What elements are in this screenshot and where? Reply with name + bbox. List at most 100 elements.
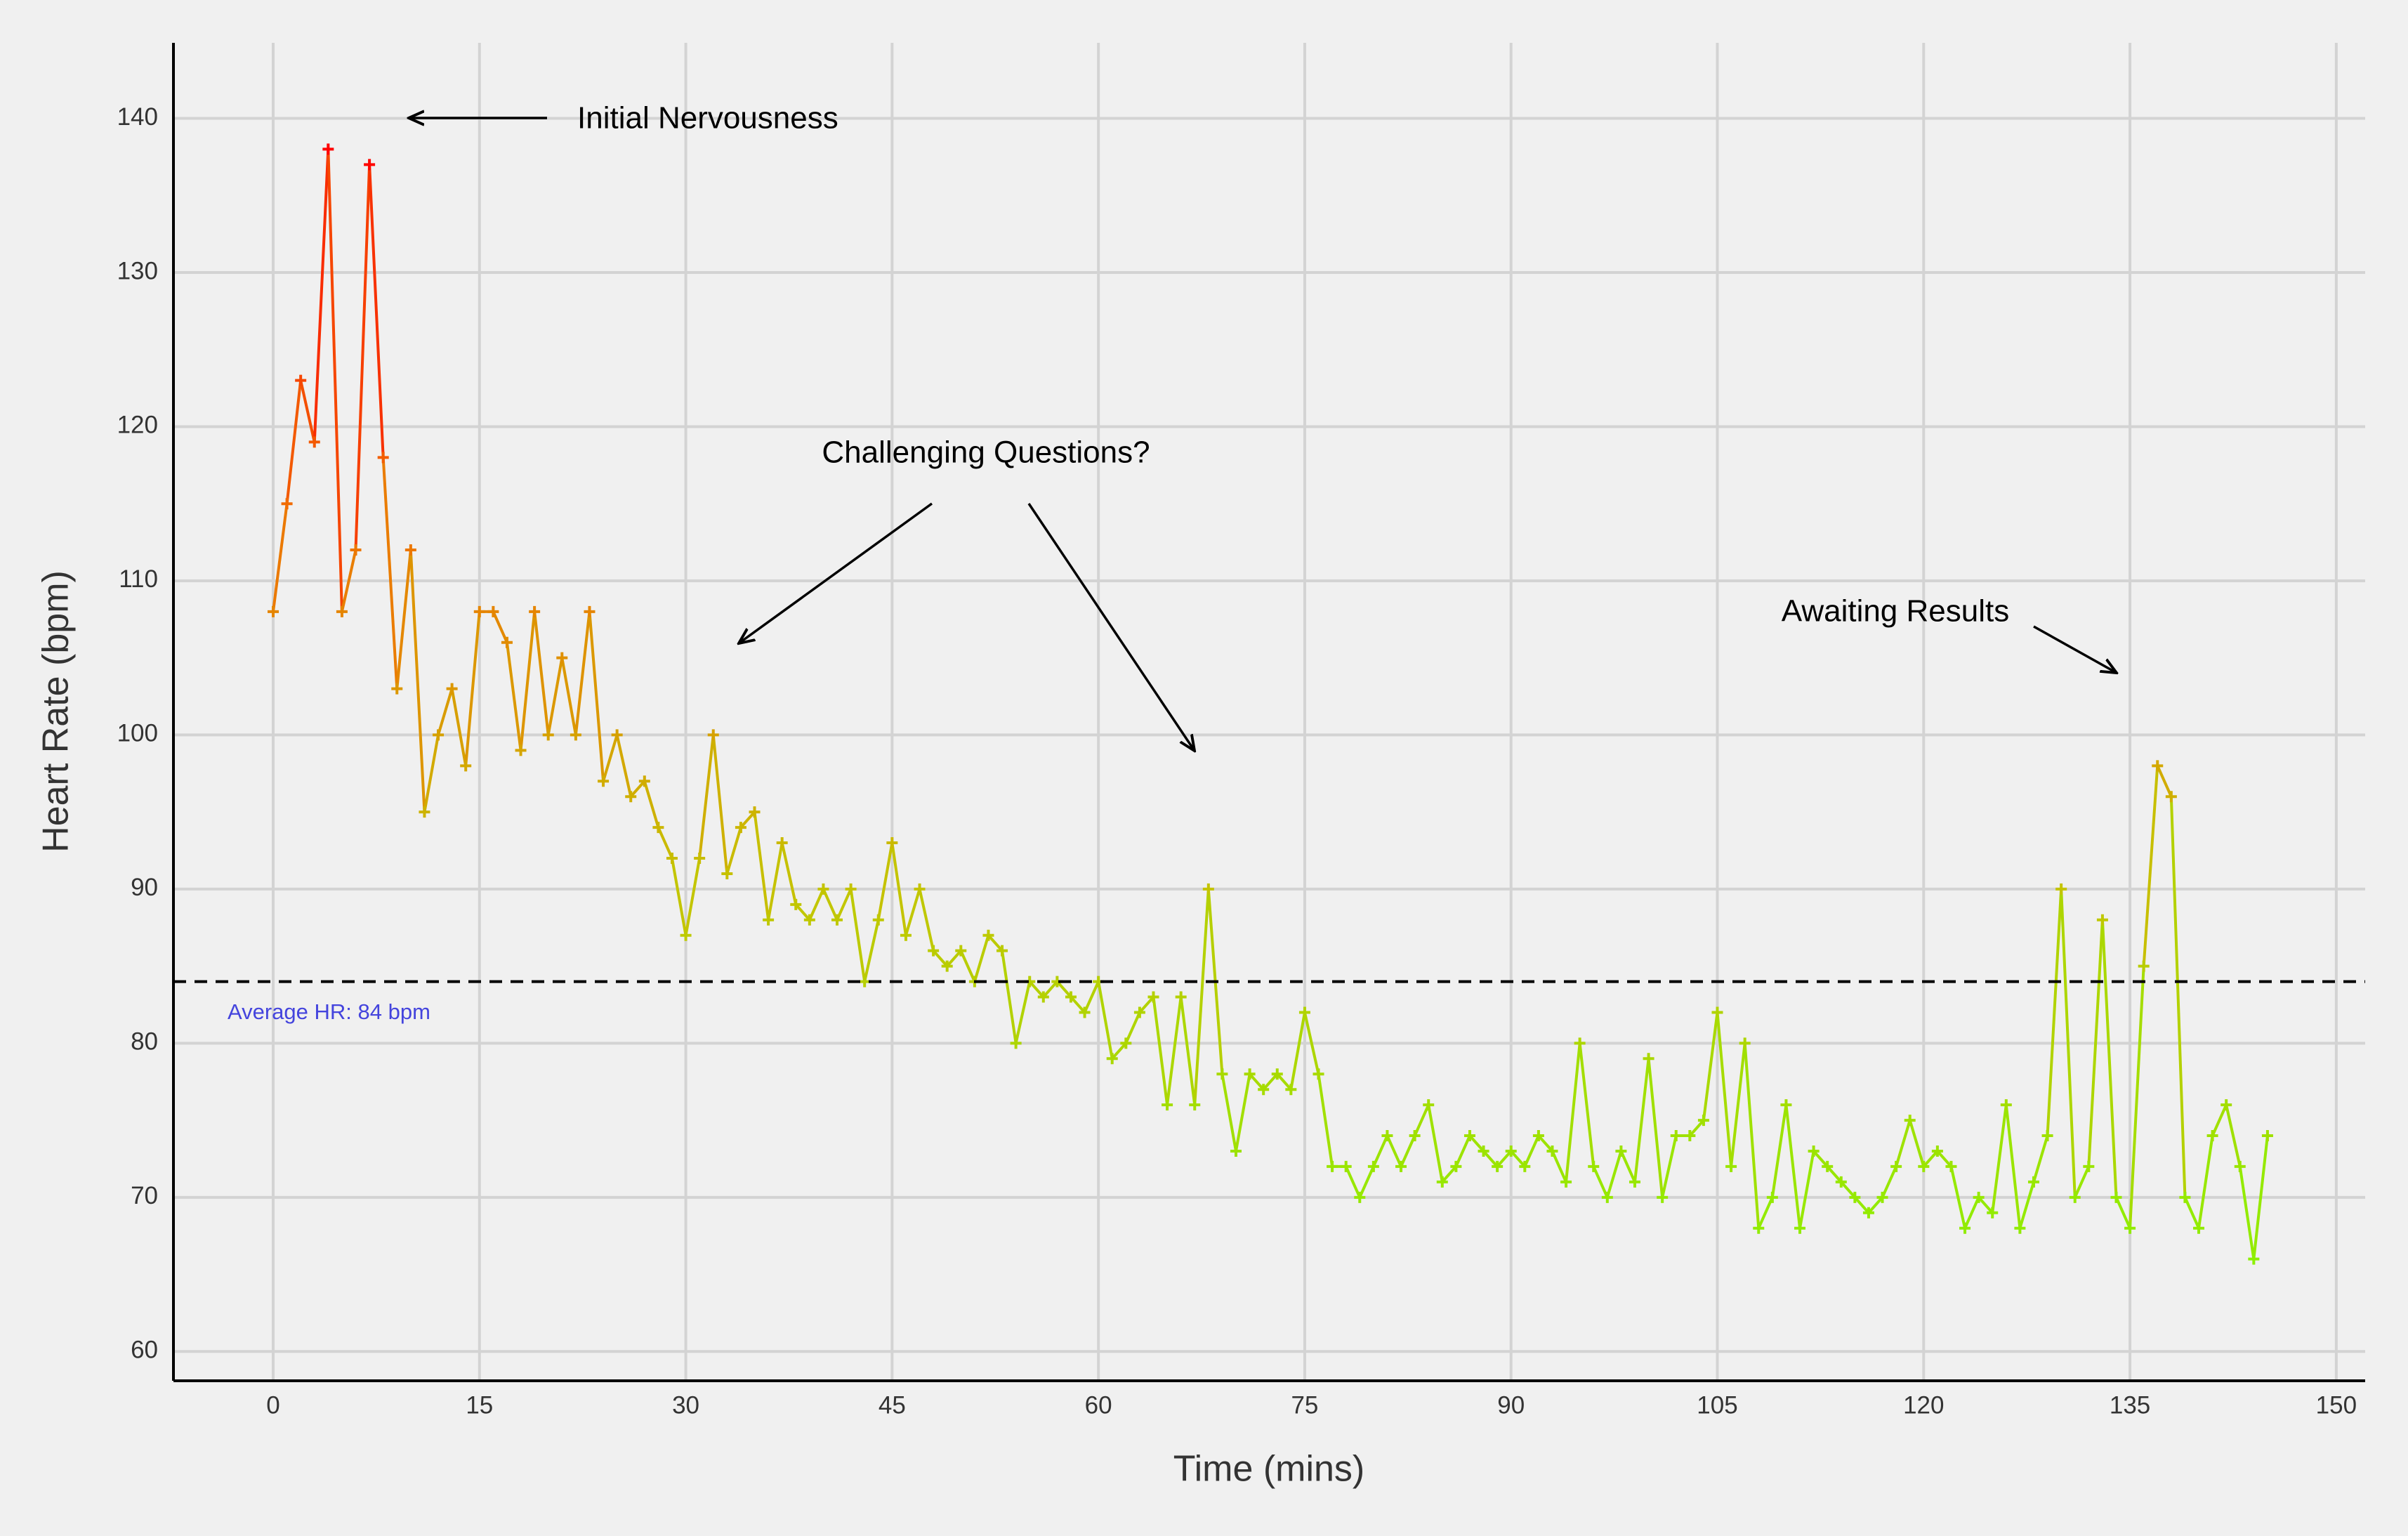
line-segment <box>1289 1012 1306 1090</box>
point-marker <box>625 791 637 803</box>
line-segment <box>946 950 962 967</box>
point-marker <box>666 853 678 864</box>
point-marker <box>1588 1160 1600 1172</box>
x-tick-label: 45 <box>879 1391 906 1419</box>
line-segment <box>272 503 289 612</box>
point-marker <box>2096 914 2108 926</box>
point-marker <box>2055 883 2067 895</box>
line-segment <box>1743 1043 1761 1228</box>
point-marker <box>721 867 733 879</box>
y-tick-label: 70 <box>131 1182 158 1209</box>
point-marker <box>680 929 692 941</box>
point-marker <box>391 683 403 695</box>
line-segment <box>932 950 949 967</box>
line-segment <box>1605 1150 1623 1198</box>
point-marker <box>2248 1253 2260 1265</box>
point-marker <box>2110 1191 2122 1203</box>
line-segment <box>863 919 880 983</box>
line-segment <box>1427 1104 1444 1183</box>
point-marker <box>638 775 650 787</box>
line-segment <box>2252 1135 2269 1259</box>
point-marker <box>1601 1191 1613 1203</box>
line-segment <box>437 688 454 735</box>
point-marker <box>1560 1176 1572 1188</box>
point-marker <box>2000 1099 2012 1111</box>
line-segment <box>753 811 770 921</box>
line-segment <box>505 642 522 751</box>
point-marker <box>1780 1099 1792 1111</box>
line-segment <box>973 935 990 983</box>
point-marker <box>1327 1160 1338 1172</box>
line-segment <box>546 657 564 735</box>
line-segment <box>1262 1072 1279 1091</box>
point-marker <box>955 945 967 957</box>
point-marker <box>1643 1053 1654 1065</box>
point-marker <box>1037 991 1049 1003</box>
point-marker <box>763 914 775 926</box>
x-tick-label: 150 <box>2316 1391 2357 1419</box>
line-segment <box>1400 1135 1416 1167</box>
point-marker <box>1987 1207 1999 1219</box>
point-marker <box>1657 1191 1669 1203</box>
annotation: Challenging Questions? <box>822 435 1150 470</box>
line-segment <box>1922 1150 1939 1168</box>
line-segment <box>671 858 687 936</box>
annotation-arrow <box>739 502 933 643</box>
line-segment <box>602 734 619 782</box>
point-marker <box>2083 1160 2095 1172</box>
point-marker <box>1739 1037 1751 1049</box>
point-marker <box>2124 1222 2136 1234</box>
point-marker <box>1574 1037 1586 1049</box>
line-segment <box>2211 1104 2228 1136</box>
line-segment <box>1537 1134 1553 1153</box>
y-tick-label: 130 <box>117 257 158 284</box>
point-marker <box>501 636 513 648</box>
annotation-arrow <box>1027 503 1195 751</box>
point-marker <box>1298 1006 1310 1018</box>
line-segment <box>822 888 838 921</box>
point-marker <box>1945 1160 1957 1172</box>
point-marker <box>1189 1099 1201 1111</box>
point-marker <box>707 729 719 741</box>
line-segment <box>2046 888 2063 1136</box>
line-segment <box>1523 1135 1540 1167</box>
point-marker <box>1367 1160 1379 1172</box>
point-marker <box>914 883 926 895</box>
point-marker <box>1271 1068 1283 1080</box>
line-segment <box>1963 1197 1980 1229</box>
line-segment <box>1454 1135 1471 1167</box>
point-marker <box>1973 1191 1985 1203</box>
x-tick-label: 75 <box>1291 1391 1318 1419</box>
line-segment <box>1716 1012 1733 1167</box>
line-segment <box>1949 1166 1967 1229</box>
point-marker <box>556 652 568 664</box>
line-segment <box>1468 1134 1485 1153</box>
point-marker <box>1697 1115 1709 1127</box>
point-marker <box>1615 1145 1627 1157</box>
annotation: Initial Nervousness <box>577 101 838 136</box>
line-segment <box>794 903 811 921</box>
line-segment <box>327 149 343 612</box>
line-segment <box>629 780 646 798</box>
line-segment <box>574 611 591 735</box>
point-marker <box>570 729 581 741</box>
line-segment <box>876 842 894 921</box>
line-segment <box>836 888 853 921</box>
line-segment <box>560 657 577 735</box>
y-tick-label: 140 <box>117 103 158 131</box>
y-tick-label: 100 <box>117 720 158 747</box>
line-segment <box>711 735 729 874</box>
line-segment <box>849 888 867 982</box>
point-marker <box>1423 1099 1435 1111</box>
line-segment <box>368 164 385 458</box>
point-marker <box>1216 1068 1228 1080</box>
line-segment <box>1111 1042 1127 1060</box>
line-segment <box>519 611 537 751</box>
line-segment <box>2183 1197 2200 1229</box>
line-segment <box>1578 1043 1596 1167</box>
x-tick-label: 0 <box>266 1391 279 1419</box>
point-marker <box>598 775 610 787</box>
line-segment <box>1042 980 1058 998</box>
point-marker <box>1546 1145 1558 1157</box>
point-marker <box>1753 1222 1765 1234</box>
